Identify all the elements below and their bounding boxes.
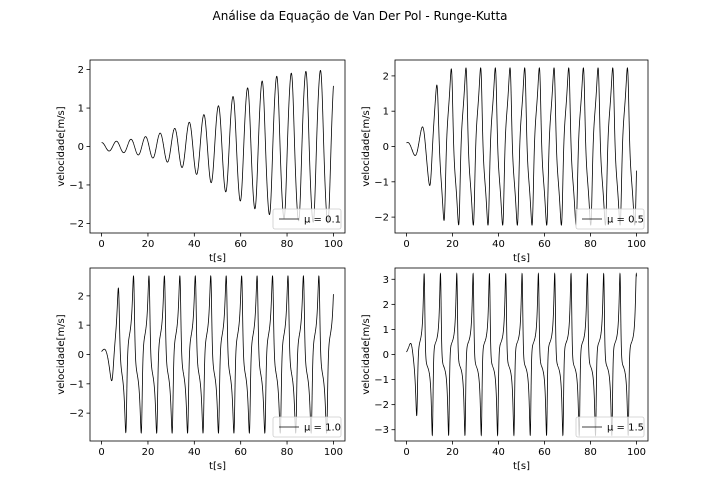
y-tick-label: −1	[374, 177, 389, 188]
y-tick-label: −1	[69, 379, 84, 390]
x-tick-label: 20	[446, 239, 459, 250]
series-line	[101, 275, 334, 434]
y-tick-label: −2	[69, 219, 84, 230]
x-tick-label: 60	[234, 447, 247, 458]
legend-box	[272, 208, 342, 230]
y-tick-label: −2	[374, 213, 389, 224]
y-tick-label: 0	[78, 142, 84, 153]
y-tick-label: 1	[78, 104, 84, 115]
y-tick-label: 0	[383, 350, 389, 361]
series-line	[406, 272, 637, 437]
x-tick-label: 100	[324, 239, 343, 250]
y-tick-label: 3	[383, 275, 389, 286]
y-tick-label: −2	[69, 409, 84, 420]
x-tick-label: 60	[538, 239, 551, 250]
y-axis-label: velocidade[m/s]	[361, 106, 372, 186]
axes-frame	[89, 59, 346, 234]
figure-title: Análise da Equação de Van Der Pol - Rung…	[213, 9, 508, 23]
legend: μ = 1.0	[272, 416, 342, 438]
y-tick-label: 2	[383, 300, 389, 311]
y-tick-label: −1	[69, 180, 84, 191]
x-tick-label: 0	[98, 239, 104, 250]
y-tick-label: 1	[383, 325, 389, 336]
x-tick-label: 0	[403, 447, 409, 458]
y-tick-label: 1	[78, 321, 84, 332]
axes-frame	[394, 59, 649, 234]
x-tick-label: 80	[584, 239, 597, 250]
x-tick-label: 100	[324, 447, 343, 458]
legend-label: μ = 1.0	[304, 423, 341, 434]
y-tick-label: −3	[374, 425, 389, 436]
legend: μ = 1.5	[575, 416, 645, 438]
x-tick-label: 60	[538, 447, 551, 458]
y-axis-label: velocidade[m/s]	[56, 106, 67, 186]
x-tick-label: 40	[492, 447, 505, 458]
x-tick-label: 40	[492, 239, 505, 250]
x-tick-label: 40	[188, 447, 201, 458]
legend: μ = 0.1	[272, 208, 342, 230]
series-line	[406, 67, 637, 226]
y-tick-label: 2	[383, 71, 389, 82]
y-tick-label: 0	[383, 142, 389, 153]
series-line	[101, 69, 334, 224]
x-tick-label: 60	[234, 239, 247, 250]
x-tick-label: 0	[98, 447, 104, 458]
y-tick-label: −1	[374, 375, 389, 386]
subplot-mu-0-1: 0 20 40 60 80 100 −2 −1 0 1 2 t[s] velocidade[m/s] μ …	[56, 59, 346, 264]
legend-box	[272, 416, 342, 438]
x-tick-label: 20	[142, 447, 155, 458]
x-tick-label: 80	[281, 239, 294, 250]
y-tick-label: −2	[374, 400, 389, 411]
x-tick-label: 20	[446, 447, 459, 458]
y-tick-label: 2	[78, 291, 84, 302]
y-tick-label: 2	[78, 65, 84, 76]
subplot-mu-0-5: 0 20 40 60 80 100 −2 −1 0 1 2 t[s] velocidade[m/s] μ …	[361, 59, 649, 264]
legend: μ = 0.5	[575, 208, 645, 230]
x-axis-label: t[s]	[209, 253, 226, 264]
subplot-mu-1: 0 20 40 60 80 100 −2 −1 0 1 2 t[s] velocidade[m/s] μ …	[56, 267, 346, 472]
y-tick-label: 0	[78, 350, 84, 361]
x-tick-label: 100	[627, 239, 646, 250]
x-tick-label: 20	[142, 239, 155, 250]
x-tick-label: 100	[627, 447, 646, 458]
legend-label: μ = 0.5	[607, 215, 644, 226]
x-axis-label: t[s]	[513, 253, 530, 264]
x-tick-label: 40	[188, 239, 201, 250]
x-tick-label: 80	[281, 447, 294, 458]
y-axis-label: velocidade[m/s]	[56, 314, 67, 394]
y-axis-label: velocidade[m/s]	[361, 314, 372, 394]
x-tick-label: 0	[403, 239, 409, 250]
legend-label: μ = 0.1	[304, 215, 341, 226]
x-tick-label: 80	[584, 447, 597, 458]
legend-box	[575, 208, 645, 230]
legend-box	[575, 416, 645, 438]
y-tick-label: 1	[383, 107, 389, 118]
subplot-mu-1-5: 0 20 40 60 80 100 −3 −2 −1 0 1 2 3 t[s] velocidade[m/s…	[361, 267, 649, 472]
legend-label: μ = 1.5	[607, 423, 644, 434]
x-axis-label: t[s]	[513, 461, 530, 472]
x-axis-label: t[s]	[209, 461, 226, 472]
